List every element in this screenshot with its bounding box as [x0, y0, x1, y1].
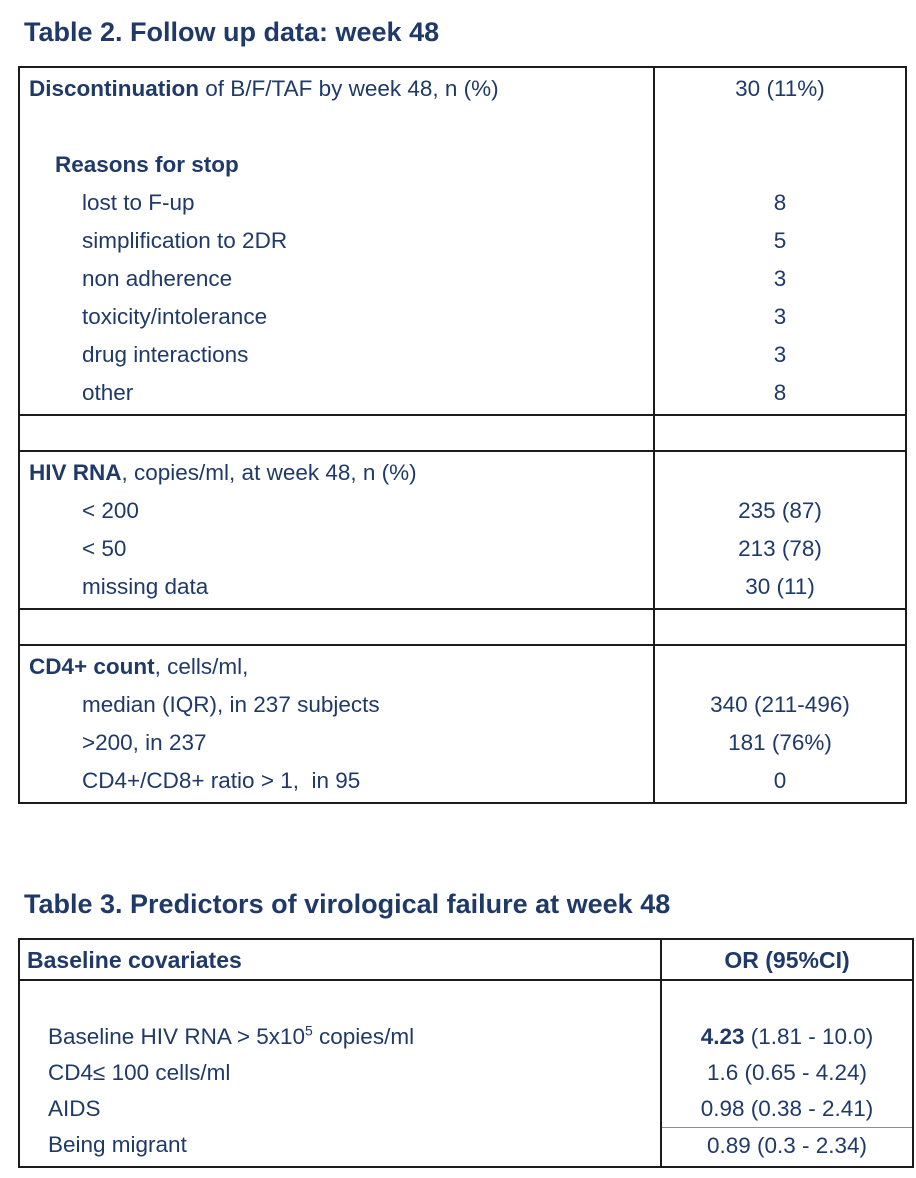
table3-labels: Baseline HIV RNA > 5x105 copies/ml CD4≤ … — [18, 979, 662, 1168]
row-value — [655, 648, 905, 686]
row-value: 30 (11%) — [735, 76, 825, 101]
row-value-or-hiv-rna: 4.23 (1.81 - 10.0) — [700, 1024, 874, 1049]
row-label-other: other — [82, 380, 134, 405]
table2-section-discontinuation: Discontinuation of B/F/TAF by week 48, n… — [18, 66, 907, 416]
row-label-toxicity: toxicity/intolerance — [82, 304, 268, 329]
row-value: 181 (76%) — [728, 730, 832, 755]
row-label-simplification: simplification to 2DR — [82, 228, 288, 253]
separator-row — [18, 414, 907, 452]
separator-cell — [653, 414, 907, 452]
table2-section-cd4-count: CD4+ count, cells/ml, median (IQR), in 2… — [18, 644, 907, 804]
row-value: 3 — [773, 304, 787, 329]
row-label-lt200: < 200 — [82, 498, 139, 523]
row-value: 235 (87) — [738, 498, 822, 523]
table3-header-baseline-covariates: Baseline covariates — [18, 938, 662, 981]
row-value: 0.89 (0.3 - 2.34) — [662, 1127, 912, 1164]
blank-line — [20, 983, 660, 1019]
row-label-gt200: >200, in 237 — [82, 730, 207, 755]
row-label-baseline-hiv-rna: Baseline HIV RNA > 5x105 copies/ml — [48, 1022, 415, 1049]
row-value: 8 — [773, 380, 787, 405]
row-label-discontinuation: Discontinuation of B/F/TAF by week 48, n… — [29, 76, 499, 101]
row-value: 1.6 (0.65 - 4.24) — [706, 1060, 868, 1085]
table2-s1-values: 30 (11%) 8 5 3 3 3 8 — [653, 66, 907, 416]
row-value: 213 (78) — [738, 536, 822, 561]
row-label-median-iqr: median (IQR), in 237 subjects — [82, 692, 380, 717]
row-value — [655, 146, 905, 184]
row-value: 3 — [773, 266, 787, 291]
table2-section-hiv-rna: HIV RNA, copies/ml, at week 48, n (%) < … — [18, 450, 907, 610]
table3-values: 4.23 (1.81 - 10.0) 1.6 (0.65 - 4.24) 0.9… — [660, 979, 914, 1168]
separator-cell — [653, 608, 907, 646]
table3-body-row: Baseline HIV RNA > 5x105 copies/ml CD4≤ … — [18, 979, 914, 1168]
table2-title: Table 2. Follow up data: week 48 — [24, 17, 440, 47]
row-label-hiv-rna: HIV RNA, copies/ml, at week 48, n (%) — [29, 460, 417, 485]
table3: Baseline covariates OR (95%CI) Baseline … — [18, 938, 914, 1168]
row-value: 3 — [773, 342, 787, 367]
superscript-exponent: 5 — [305, 1022, 313, 1039]
row-label-non-adherence: non adherence — [82, 266, 233, 291]
row-label-aids: AIDS — [48, 1096, 101, 1121]
row-label-missing-data: missing data — [82, 574, 209, 599]
table2-s2-labels: HIV RNA, copies/ml, at week 48, n (%) < … — [18, 450, 655, 610]
separator-cell — [18, 608, 655, 646]
row-value: 0 — [773, 768, 787, 793]
row-label-drug-interactions: drug interactions — [82, 342, 249, 367]
table2-s3-values: 340 (211-496) 181 (76%) 0 — [653, 644, 907, 804]
table2-s3-labels: CD4+ count, cells/ml, median (IQR), in 2… — [18, 644, 655, 804]
row-label-reasons-for-stop: Reasons for stop — [55, 152, 239, 177]
row-value — [655, 454, 905, 492]
row-value — [662, 983, 912, 1019]
blank-line — [20, 108, 653, 146]
row-value — [655, 108, 905, 146]
table3-title: Table 3. Predictors of virological failu… — [24, 889, 671, 919]
row-label-being-migrant: Being migrant — [48, 1132, 187, 1157]
row-label-cd4-le-100: CD4≤ 100 cells/ml — [48, 1060, 231, 1085]
row-value: 8 — [773, 190, 787, 215]
table3-header-or-ci: OR (95%CI) — [660, 938, 914, 981]
table2-s2-values: 235 (87) 213 (78) 30 (11) — [653, 450, 907, 610]
row-value: 5 — [773, 228, 787, 253]
row-label-cd4-cd8-ratio: CD4+/CD8+ ratio > 1, in 95 — [82, 768, 361, 793]
table3-header-row: Baseline covariates OR (95%CI) — [18, 938, 914, 981]
separator-row — [18, 608, 907, 646]
row-value: 0.98 (0.38 - 2.41) — [700, 1096, 874, 1121]
row-label-lost-to-fup: lost to F-up — [82, 190, 195, 215]
row-value: 340 (211-496) — [710, 692, 850, 717]
row-label-lt50: < 50 — [82, 536, 127, 561]
separator-cell — [18, 414, 655, 452]
table2: Discontinuation of B/F/TAF by week 48, n… — [18, 66, 907, 804]
row-value: 30 (11) — [745, 574, 815, 599]
table2-s1-labels: Discontinuation of B/F/TAF by week 48, n… — [18, 66, 655, 416]
row-label-cd4-count: CD4+ count, cells/ml, — [29, 654, 249, 679]
